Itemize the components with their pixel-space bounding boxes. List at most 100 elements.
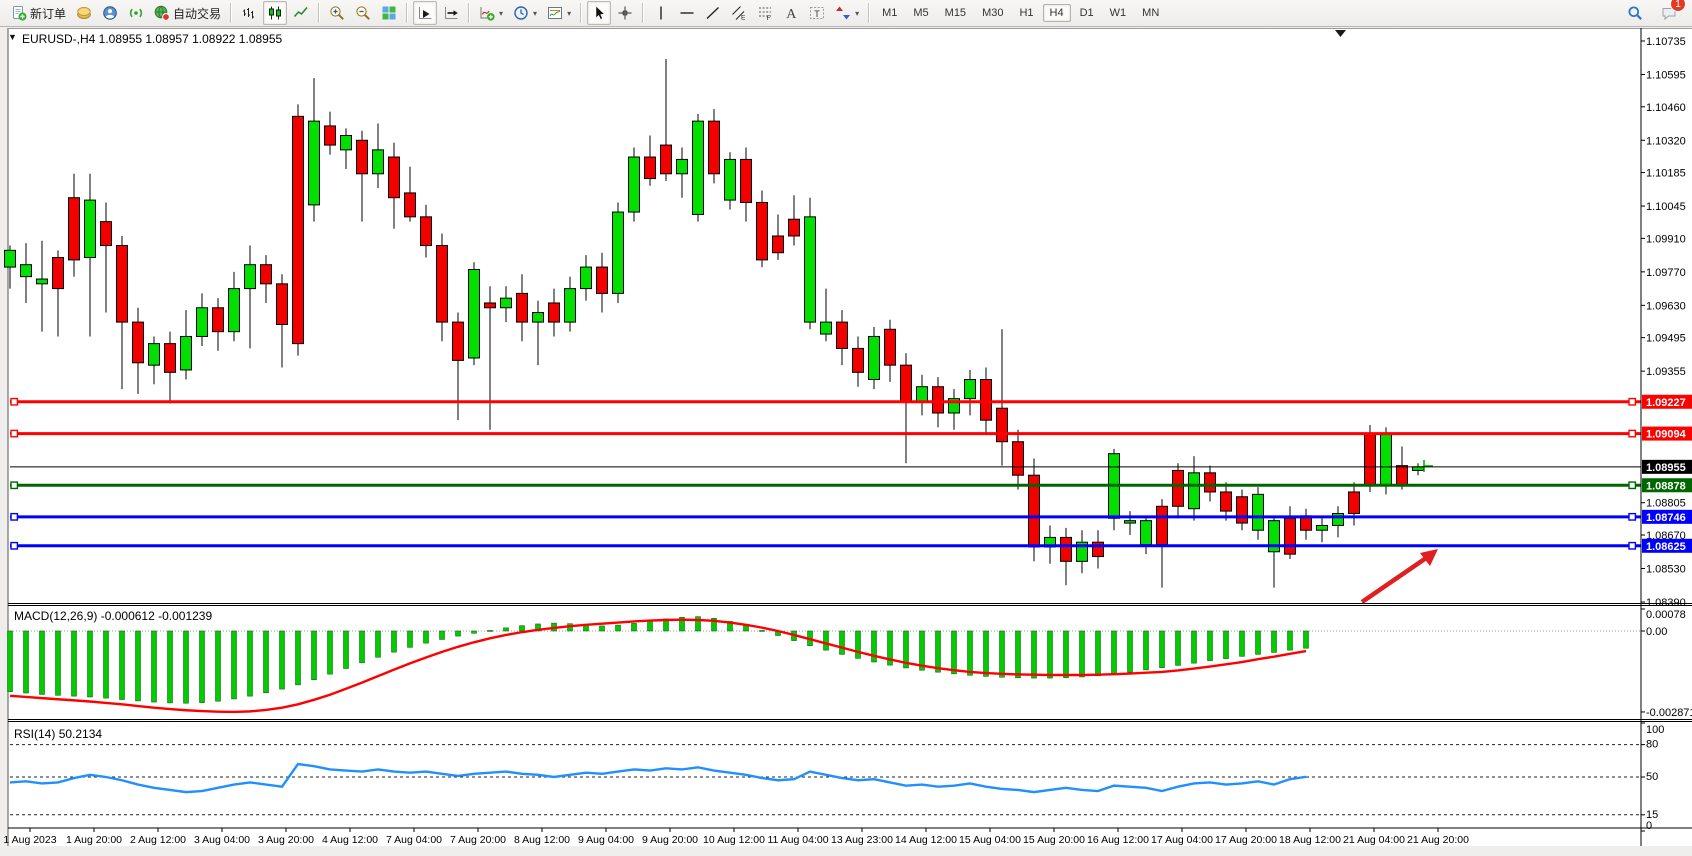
cursor-button[interactable]	[587, 1, 612, 25]
fibo-icon: F	[759, 7, 772, 21]
autoscroll-icon	[419, 7, 432, 19]
hline-handle[interactable]	[10, 429, 19, 438]
globe-dot-icon	[154, 5, 170, 21]
market-watch-button[interactable]	[72, 1, 96, 25]
time-tick-label: 13 Aug 23:00	[831, 834, 893, 846]
new-order-label: 新订单	[30, 6, 67, 21]
text-label-button[interactable]: T	[805, 1, 829, 25]
vline-icon	[660, 6, 662, 20]
toolbar-separator	[868, 3, 871, 23]
trend-arrow-annotation[interactable]	[1360, 549, 1438, 604]
zoom-out-button[interactable]	[351, 1, 375, 25]
macd-axis-label: 0.00	[1646, 626, 1667, 638]
current-bar-marker	[1423, 460, 1433, 472]
toolbar-separator	[468, 3, 471, 23]
equidistant-channel-button[interactable]: E	[727, 1, 751, 25]
trendline-button[interactable]	[701, 1, 725, 25]
price-line-label: 1.09227	[1646, 397, 1686, 409]
chart-title: EURUSD-,H4 1.08955 1.08957 1.08922 1.089…	[22, 32, 283, 46]
indicators-button[interactable]: ▾	[475, 1, 507, 25]
new-order-button[interactable]: 新订单	[7, 1, 70, 25]
chart-window[interactable]: 1.10735 1.10595 1.10460 1.10320 1.10185 1.100…	[0, 28, 1692, 856]
price-tick-label: 1.08530	[1646, 564, 1686, 576]
price-line-label-box	[1642, 509, 1692, 524]
price-line-label: 1.08746	[1646, 512, 1686, 524]
time-tick-label: 15 Aug 04:00	[959, 834, 1021, 846]
time-tick-label: 16 Aug 12:00	[1087, 834, 1149, 846]
price-line-label-box	[1642, 426, 1692, 441]
timeframe-m5-button[interactable]: M5	[913, 7, 929, 19]
notifications-button[interactable]: 1	[1657, 0, 1686, 25]
svg-text:E: E	[741, 15, 746, 22]
timeframe-h1-button[interactable]: H1	[1019, 7, 1034, 19]
price-line-label-box	[1642, 478, 1692, 493]
notification-badge: 1	[1670, 0, 1686, 12]
macd-main-value: -0.000612	[100, 609, 155, 623]
chart-shift-marker[interactable]	[1335, 30, 1346, 37]
chevron-down-icon[interactable]: ▾	[499, 8, 504, 18]
autotrading-button[interactable]: 自动交易	[150, 1, 225, 25]
hline-handle[interactable]	[1628, 541, 1637, 550]
text-button[interactable]: A	[779, 1, 803, 25]
timeframe-w1-button[interactable]: W1	[1109, 7, 1127, 19]
hline-handle[interactable]	[1628, 397, 1637, 406]
price-tick-label: 1.09630	[1646, 300, 1686, 312]
timeframe-m30-button[interactable]: M30	[982, 7, 1004, 19]
coin-icon	[77, 7, 91, 19]
price-line-label: 1.08625	[1646, 541, 1686, 553]
rsi-pane	[9, 744, 1641, 816]
zoom-in-button[interactable]	[325, 1, 349, 25]
indicators-icon	[480, 7, 495, 21]
line-icon	[293, 6, 308, 18]
hline-handle[interactable]	[10, 541, 19, 550]
price-tick-label: 1.10045	[1646, 201, 1686, 213]
hline-handle[interactable]	[10, 397, 19, 406]
arrows-button[interactable]: ▾	[831, 1, 863, 25]
textA-icon: A	[786, 7, 797, 21]
price-tick-label: 1.10735	[1646, 36, 1686, 48]
search-button[interactable]	[1623, 1, 1647, 25]
timeframe-m1-button[interactable]: M1	[882, 7, 898, 19]
candlestick-mode-button[interactable]	[263, 1, 288, 25]
chevron-down-icon[interactable]: ▾	[567, 8, 572, 18]
time-tick-label: 11 Aug 04:00	[767, 834, 828, 846]
collapse-arrow-icon[interactable]: ▼	[8, 32, 17, 42]
hline-handle[interactable]	[10, 481, 19, 490]
time-tick-label: 14 Aug 12:00	[895, 834, 957, 846]
crosshair-button[interactable]	[613, 1, 637, 25]
candles-icon	[269, 6, 282, 20]
template-icon	[548, 7, 563, 19]
chart-canvas[interactable]: 1.10735 1.10595 1.10460 1.10320 1.10185 1.100…	[0, 28, 1692, 856]
hline-handle[interactable]	[1628, 512, 1637, 521]
price-axis[interactable]: 1.10735 1.10595 1.10460 1.10320 1.10185 1.100…	[1640, 28, 1692, 846]
timeframe-d1-button[interactable]: D1	[1079, 7, 1094, 19]
line-chart-mode-button[interactable]	[289, 1, 313, 25]
hline-handle[interactable]	[1628, 429, 1637, 438]
periods-button[interactable]: ▾	[509, 1, 541, 25]
fibonacci-button[interactable]: F	[753, 1, 777, 25]
crosshair-icon	[618, 6, 632, 20]
timeframe-m15-button[interactable]: M15	[944, 7, 967, 19]
chevron-down-icon[interactable]: ▾	[855, 8, 860, 18]
time-axis[interactable]: 1 Aug 2023 1 Aug 20:00 2 Aug 12:00 3 Aug 04…	[3, 828, 1469, 846]
chart-shift-button[interactable]	[439, 1, 463, 25]
rsi-axis-label: 0	[1646, 820, 1652, 832]
price-tick-label: 1.09355	[1646, 366, 1686, 378]
bar-chart-mode-button[interactable]	[237, 1, 261, 25]
templates-button[interactable]: ▾	[543, 1, 575, 25]
tile-windows-button[interactable]	[377, 1, 401, 25]
vertical-line-button[interactable]	[649, 1, 673, 25]
search-icon	[1628, 6, 1642, 20]
auto-scroll-button[interactable]	[413, 1, 438, 25]
macd-axis-label: 0.00078	[1646, 609, 1686, 621]
hline-handle[interactable]	[10, 512, 19, 521]
hline-handle[interactable]	[1628, 481, 1637, 490]
profiles-button[interactable]	[98, 1, 122, 25]
chevron-down-icon[interactable]: ▾	[533, 8, 538, 18]
signals-button[interactable]	[124, 1, 148, 25]
price-tick-label: 1.10460	[1646, 102, 1686, 114]
horizontal-line-button[interactable]	[675, 1, 699, 25]
timeframe-mn-button[interactable]: MN	[1142, 7, 1160, 19]
timeframe-h4-button[interactable]: H4	[1042, 4, 1071, 22]
